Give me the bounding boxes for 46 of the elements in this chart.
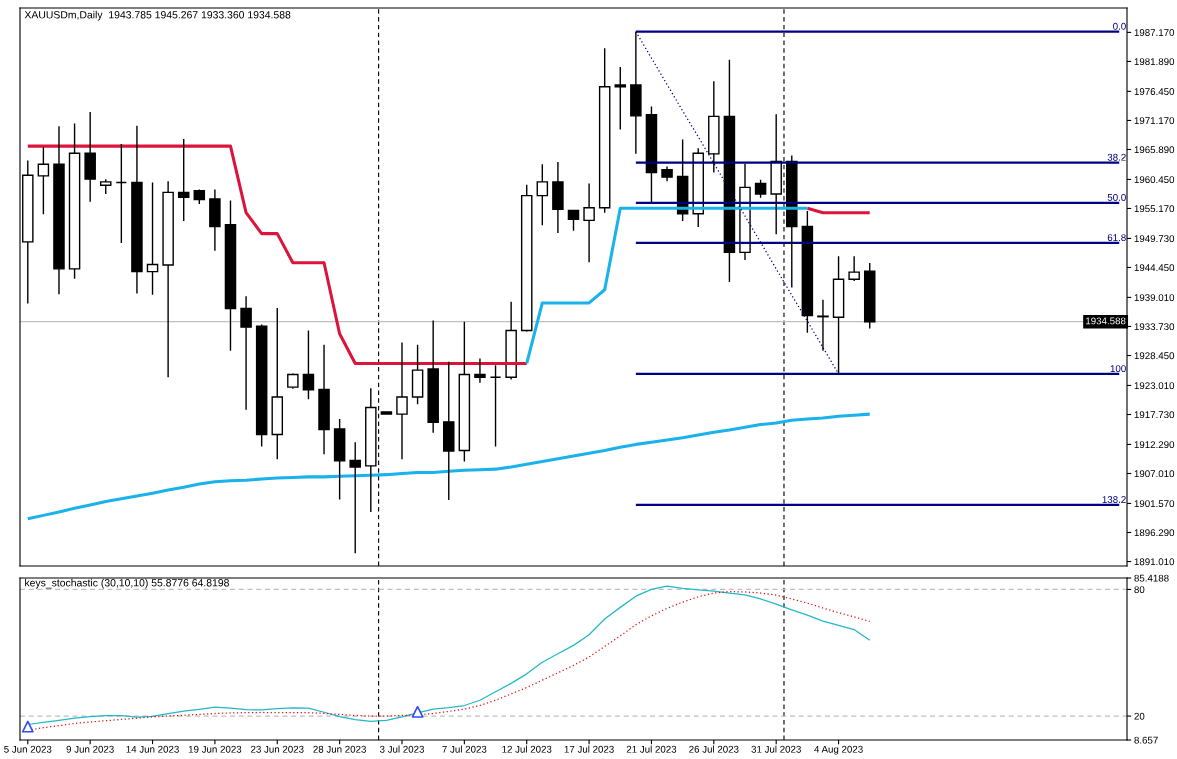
series-label: 61.8 xyxy=(1107,234,1126,242)
x-tick-label: 9 Jun 2023 xyxy=(66,745,114,753)
y-tick-label: 1891.010 xyxy=(1134,558,1175,566)
y-tick-label: 1901.570 xyxy=(1134,500,1175,508)
y-tick-label: 1912.290 xyxy=(1134,441,1175,449)
x-tick-label: 31 Jul 2023 xyxy=(751,745,801,753)
y-tick-label: 1933.730 xyxy=(1134,323,1175,331)
x-tick-label: 12 Jul 2023 xyxy=(502,745,552,753)
y-tick-label: 1928.450 xyxy=(1134,352,1175,360)
ref-line-label: 1934.588 xyxy=(1086,317,1126,325)
y-tick-label: 1907.010 xyxy=(1134,470,1175,478)
x-tick-label: 28 Jun 2023 xyxy=(313,745,366,753)
y-tick-label: 20 xyxy=(1134,712,1145,720)
y-tick-label: 85.4188 xyxy=(1134,574,1169,582)
y-tick-label: 1944.450 xyxy=(1134,264,1175,272)
y-tick-label: 1955.170 xyxy=(1134,205,1175,213)
y-tick-label: 1917.730 xyxy=(1134,411,1175,419)
y-tick-label: 1976.450 xyxy=(1134,88,1175,95)
y-tick-label: 8.657 xyxy=(1134,736,1158,744)
y-tick-label: 1987.170 xyxy=(1134,29,1175,36)
y-tick-label: 1923.010 xyxy=(1134,382,1175,390)
y-tick-label: 1981.890 xyxy=(1134,58,1175,66)
x-tick-label: 23 Jun 2023 xyxy=(250,745,304,753)
x-tick-label: 4 Aug 2023 xyxy=(814,745,863,755)
y-tick-label: 80 xyxy=(1134,586,1145,594)
series-label: 0.0 xyxy=(1113,22,1126,30)
y-tick-label: 1939.010 xyxy=(1134,294,1175,302)
x-tick-label: 5 Jun 2023 xyxy=(4,745,52,753)
chart-title: XAUUSDm,Daily 1943.785 1945.267 1933.360 1934.588 xyxy=(24,10,291,21)
y-tick-label: 1960.450 xyxy=(1134,176,1175,184)
y-tick-label: 1965.890 xyxy=(1134,146,1175,154)
y-tick-label: 1971.170 xyxy=(1134,117,1175,125)
chart-title: keys_stochastic (30,10,10) 55.8776 64.8198 xyxy=(25,578,229,589)
series-label: 138.2 xyxy=(1102,496,1126,503)
x-tick-label: 26 Jul 2023 xyxy=(689,745,739,753)
y-tick-label: 1896.290 xyxy=(1134,529,1175,537)
series-label: 100 xyxy=(1110,365,1126,373)
y-tick-label: 1949.730 xyxy=(1134,235,1175,243)
x-tick-label: 21 Jul 2023 xyxy=(626,745,677,753)
series-label: 38.2 xyxy=(1107,153,1126,161)
x-tick-label: 17 Jul 2023 xyxy=(564,745,614,753)
x-tick-label: 19 Jun 2023 xyxy=(188,745,242,753)
x-tick-label: 14 Jun 2023 xyxy=(126,745,179,753)
x-tick-label: 7 Jul 2023 xyxy=(442,745,487,753)
series-label: 50.0 xyxy=(1107,194,1126,201)
x-tick-label: 3 Jul 2023 xyxy=(379,745,424,753)
